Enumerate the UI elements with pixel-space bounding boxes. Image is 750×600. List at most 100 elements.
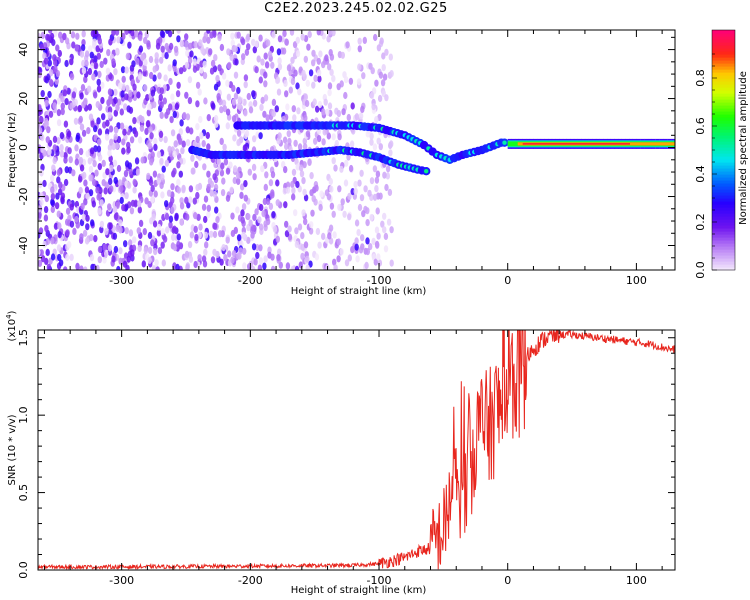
noise-speckle [277, 132, 282, 140]
colorbar-segment [712, 267, 735, 271]
noise-speckle [105, 67, 111, 75]
noise-speckle [128, 239, 133, 247]
noise-speckle [90, 120, 95, 128]
noise-speckle [381, 64, 386, 72]
noise-speckle [58, 259, 64, 267]
noise-speckle [172, 65, 177, 73]
noise-speckle [244, 48, 250, 56]
y-tick-label: 0 [17, 144, 30, 151]
noise-speckle [222, 143, 227, 151]
noise-speckle [236, 31, 241, 39]
noise-speckle [174, 102, 180, 111]
noise-speckle [153, 248, 158, 256]
noise-speckle [225, 108, 231, 116]
colorbar-tick-label: 0.6 [694, 117, 707, 135]
noise-speckle [59, 144, 64, 152]
noise-speckle [64, 166, 70, 174]
noise-speckle [292, 114, 297, 122]
noise-speckle [38, 211, 42, 219]
noise-speckle [38, 127, 43, 135]
noise-speckle [282, 136, 288, 144]
noise-speckle [223, 254, 228, 262]
noise-speckle [203, 248, 208, 256]
noise-speckle [81, 59, 86, 67]
noise-speckle [93, 55, 98, 63]
noise-speckle [341, 108, 346, 116]
colorbar-segment [712, 201, 735, 205]
noise-speckle [265, 114, 270, 122]
noise-speckle [95, 45, 100, 53]
noise-speckle [109, 185, 114, 193]
noise-speckle [142, 64, 147, 72]
noise-speckle [292, 41, 298, 49]
noise-speckle [300, 232, 305, 240]
noise-speckle [196, 213, 201, 221]
noise-speckle [192, 197, 197, 205]
noise-speckle [241, 53, 246, 61]
noise-speckle [67, 241, 72, 249]
noise-speckle [78, 115, 84, 123]
noise-speckle [203, 231, 209, 239]
noise-speckle [364, 261, 369, 269]
noise-speckle [382, 73, 388, 81]
noise-speckle [293, 69, 298, 77]
noise-speckle [188, 185, 194, 193]
noise-speckle [306, 43, 311, 51]
noise-speckle [93, 125, 98, 133]
noise-speckle [206, 114, 211, 122]
noise-speckle [185, 213, 190, 221]
noise-speckle [215, 74, 220, 83]
noise-speckle [188, 42, 193, 50]
noise-speckle [55, 149, 60, 157]
noise-speckle [301, 69, 306, 77]
noise-speckle [221, 72, 227, 80]
noise-speckle [120, 90, 125, 98]
noise-speckle [294, 227, 299, 235]
noise-speckle [156, 150, 162, 159]
noise-speckle [248, 260, 254, 268]
noise-speckle [246, 213, 251, 221]
noise-speckle [168, 215, 174, 223]
noise-speckle [229, 53, 234, 62]
noise-speckle [152, 65, 157, 73]
colorbar-segment [712, 264, 735, 268]
noise-speckle [164, 200, 169, 208]
noise-speckle [376, 253, 381, 261]
noise-speckle [124, 93, 129, 101]
noise-speckle [209, 189, 214, 197]
noise-speckle [184, 91, 189, 99]
noise-speckle [126, 146, 131, 154]
noise-speckle [213, 183, 219, 191]
noise-speckle [48, 110, 54, 118]
noise-speckle [376, 44, 382, 52]
noise-speckle [265, 197, 271, 206]
noise-speckle [171, 226, 176, 234]
noise-speckle [157, 247, 163, 255]
noise-speckle [257, 264, 263, 270]
noise-speckle [347, 254, 352, 262]
noise-speckle [198, 39, 203, 47]
noise-speckle [317, 75, 322, 83]
noise-speckle [251, 243, 257, 251]
noise-speckle [360, 105, 365, 113]
noise-speckle [164, 111, 169, 119]
noise-speckle [121, 204, 126, 212]
noise-speckle [236, 252, 241, 260]
noise-speckle [52, 54, 57, 62]
noise-speckle [192, 58, 197, 66]
noise-speckle [263, 80, 268, 88]
noise-speckle [57, 253, 62, 262]
noise-speckle [147, 256, 152, 264]
noise-speckle [345, 41, 350, 49]
noise-speckle [104, 133, 110, 141]
noise-speckle [184, 196, 189, 204]
colorbar-segment [712, 126, 735, 130]
noise-speckle [198, 223, 203, 231]
track-core [424, 169, 429, 174]
noise-speckle [354, 237, 359, 245]
noise-speckle [285, 262, 291, 270]
snr-series-line [38, 330, 675, 570]
noise-speckle [90, 263, 95, 270]
noise-speckle [353, 187, 358, 195]
noise-speckle [300, 33, 305, 41]
